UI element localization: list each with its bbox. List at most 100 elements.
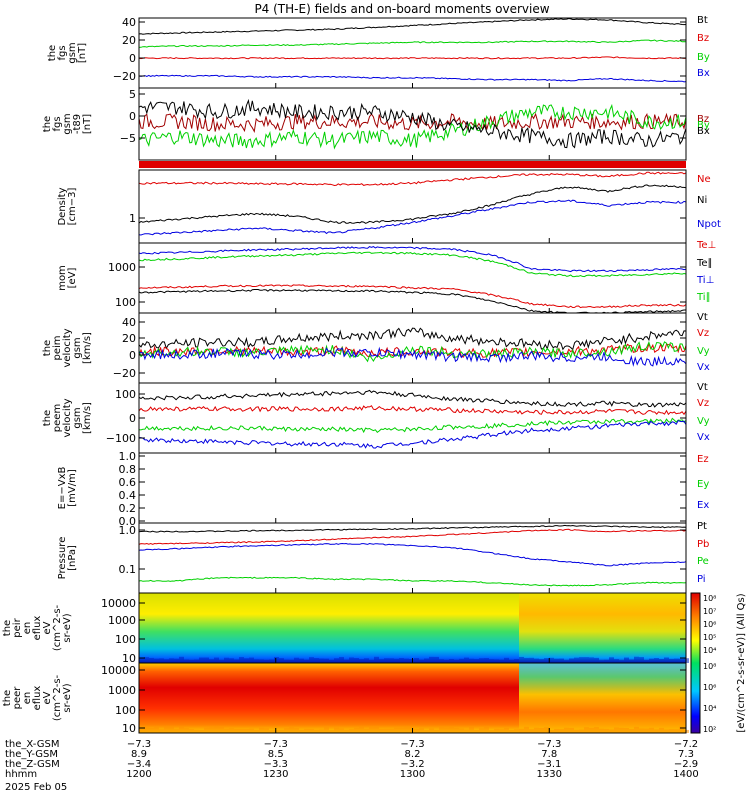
spectrogram-cell xyxy=(504,727,509,733)
series-line-ti∥ xyxy=(138,251,687,278)
y-axis-label-line: [nT] xyxy=(82,114,93,134)
legend-te⊥: Te⊥ xyxy=(696,240,716,251)
y-axis-label-line: (cm^2-s- xyxy=(52,604,63,651)
y-axis-label-line: [mV/m] xyxy=(67,469,78,507)
y-axis-label-line: gsm xyxy=(62,113,73,134)
x-row-value: −7.3 xyxy=(127,739,151,750)
spectrogram-cell xyxy=(574,657,579,663)
series-line-vx xyxy=(139,419,687,449)
spectrogram-cell xyxy=(259,727,264,733)
spectrogram-cell xyxy=(394,727,399,733)
x-row-value: −7.3 xyxy=(264,739,288,750)
spectrogram-cell xyxy=(299,658,304,663)
spectrogram-cell xyxy=(244,729,249,733)
panel-frame xyxy=(138,17,687,89)
spectrogram-cell xyxy=(199,657,204,663)
x-row-value: 1300 xyxy=(400,769,425,780)
spectrogram-cell xyxy=(499,729,504,733)
spectrogram-cell xyxy=(504,657,509,663)
spectrogram-cell xyxy=(349,729,354,733)
separator-bar xyxy=(139,161,686,168)
legend-bx: Bx xyxy=(697,68,710,79)
y-tick-label: 20 xyxy=(122,332,136,345)
y-tick-label: −20 xyxy=(113,367,136,380)
spectrogram-cell xyxy=(369,660,374,663)
legend-pe: Pe xyxy=(697,556,709,567)
y-tick-label: 100 xyxy=(115,704,136,717)
x-row-value: −3.1 xyxy=(537,759,561,770)
spectrogram-cell xyxy=(219,660,224,663)
spectrogram-cell xyxy=(419,728,424,733)
spectrogram-cell xyxy=(529,729,534,733)
spectrogram-cell xyxy=(174,658,179,663)
spectrogram-cell xyxy=(329,730,334,733)
spectrogram-cell xyxy=(139,658,144,663)
spectrogram-cell xyxy=(514,659,519,663)
spectrogram-cell xyxy=(509,730,514,733)
y-axis-label-line: eV xyxy=(42,621,53,634)
y-axis-label-line: Density xyxy=(57,187,68,225)
panel-7: Ez Ey Ex 1.00.80.60.40.20.0 E=−VxB[mV/m] xyxy=(57,450,709,528)
x-row-value: 1230 xyxy=(263,769,288,780)
legend-ex: Ex xyxy=(697,500,709,511)
spectrogram-cell xyxy=(214,657,219,663)
spectrogram-cell xyxy=(459,728,464,733)
y-tick-label: 5 xyxy=(129,88,136,101)
y-axis-label: Density[cm−3] xyxy=(57,187,78,225)
spectrogram-cell xyxy=(279,658,284,663)
spectrogram-cell xyxy=(364,658,369,663)
legend-pt: Pt xyxy=(697,521,707,532)
legend-te∥: Te∥ xyxy=(696,258,713,269)
x-row-label: hhmm xyxy=(5,769,37,780)
x-row-value: −7.2 xyxy=(674,739,698,750)
legend-bz: Bz xyxy=(697,114,709,125)
spectrogram-cell xyxy=(169,726,174,733)
spectrogram-cell xyxy=(634,656,639,663)
spectrogram-cell xyxy=(509,659,514,663)
spectrogram-cell xyxy=(214,726,219,733)
colorbar-tick: 10⁴ xyxy=(703,704,716,713)
legend-vx: Vx xyxy=(697,362,710,373)
panel-8: Pt Pb Pe Pi 1.0 0.1 Pressure[nPa] xyxy=(57,521,709,594)
series-line-pb xyxy=(138,528,687,545)
y-tick-label: 10000 xyxy=(101,597,136,610)
spectrogram-cell xyxy=(534,658,539,663)
y-tick-label: 100 xyxy=(115,633,136,646)
legend-ti∥: Ti∥ xyxy=(696,292,711,303)
spectrogram-cell xyxy=(639,657,644,663)
spectrogram-cell xyxy=(274,730,279,733)
legend-vy: Vy xyxy=(697,346,710,357)
spectrogram-cell xyxy=(494,728,499,733)
spectrogram-cell xyxy=(594,727,599,733)
y-axis-label-line: -t89 xyxy=(72,114,83,134)
spectrogram-cell xyxy=(359,659,364,663)
spectrogram-cell xyxy=(484,658,489,663)
spectrogram-cell xyxy=(229,658,234,663)
spectrogram-cell xyxy=(324,658,329,663)
series-line-ni xyxy=(138,184,687,224)
spectrogram-cell xyxy=(519,728,524,733)
y-tick-label: 0.4 xyxy=(119,489,137,502)
spectrogram-cell xyxy=(524,657,529,663)
spectrogram-cell xyxy=(444,659,449,663)
panel-frame xyxy=(138,169,687,244)
spectrogram-cell xyxy=(254,729,259,733)
spectrogram-cell xyxy=(309,728,314,733)
spectrogram-cell xyxy=(239,657,244,663)
series-line-bz xyxy=(138,56,687,60)
y-axis-label: E=−VxB[mV/m] xyxy=(57,467,78,510)
y-axis-label-line: peer xyxy=(12,686,23,710)
spectrogram-cell xyxy=(304,659,309,663)
y-axis-label-line: peem xyxy=(52,404,63,432)
series-line-npot xyxy=(138,199,687,236)
series-line-by xyxy=(138,103,687,150)
spectrogram-cell xyxy=(389,728,394,733)
y-axis-label-line: eflux xyxy=(32,616,43,641)
y-axis-label-line: en xyxy=(22,692,33,705)
series-line-ti⊥ xyxy=(138,246,687,273)
spectrogram-cell xyxy=(164,659,169,663)
spectrogram-cell xyxy=(654,729,659,733)
series-line-vz xyxy=(138,405,687,416)
x-row-value: −3.3 xyxy=(264,759,288,770)
